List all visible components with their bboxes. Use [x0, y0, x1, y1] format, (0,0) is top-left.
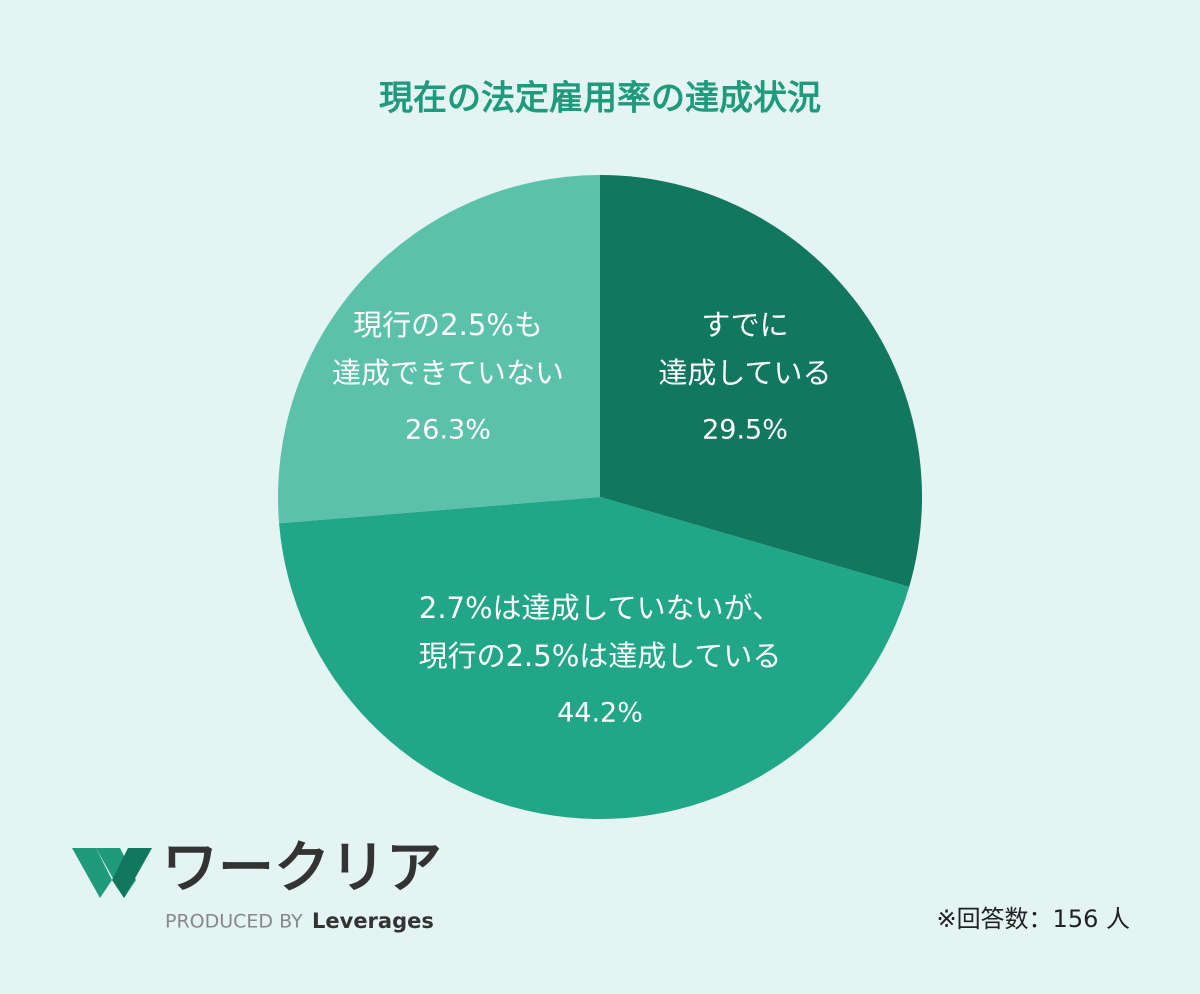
logo-brand: Leverages [312, 909, 434, 933]
slice-label: 現行の2.5%は達成している [419, 639, 782, 673]
value-label: 29.5% [702, 415, 788, 446]
pie-slice [600, 175, 922, 587]
pie-slice [279, 497, 910, 820]
value-label: 26.3% [405, 415, 491, 446]
logo-name: ワークリア [162, 836, 442, 901]
slice-label: 達成できていない [332, 356, 564, 390]
logo-tagline: PRODUCED BY [165, 911, 303, 933]
slice-label: 現行の2.5%も [353, 308, 543, 342]
pie-slice [278, 175, 600, 524]
slice-label: 2.7%は達成していないが、 [419, 591, 781, 625]
value-label: 44.2% [557, 698, 643, 729]
logo-shape [72, 848, 112, 898]
logo-shape [112, 848, 152, 898]
slice-label: 達成している [658, 356, 831, 390]
logo-icon [72, 848, 152, 898]
slice-label: すでに [701, 308, 788, 342]
chart-title: 現在の法定雇用率の達成状況 [379, 79, 821, 119]
note: ※回答数：156 人 [936, 905, 1130, 933]
